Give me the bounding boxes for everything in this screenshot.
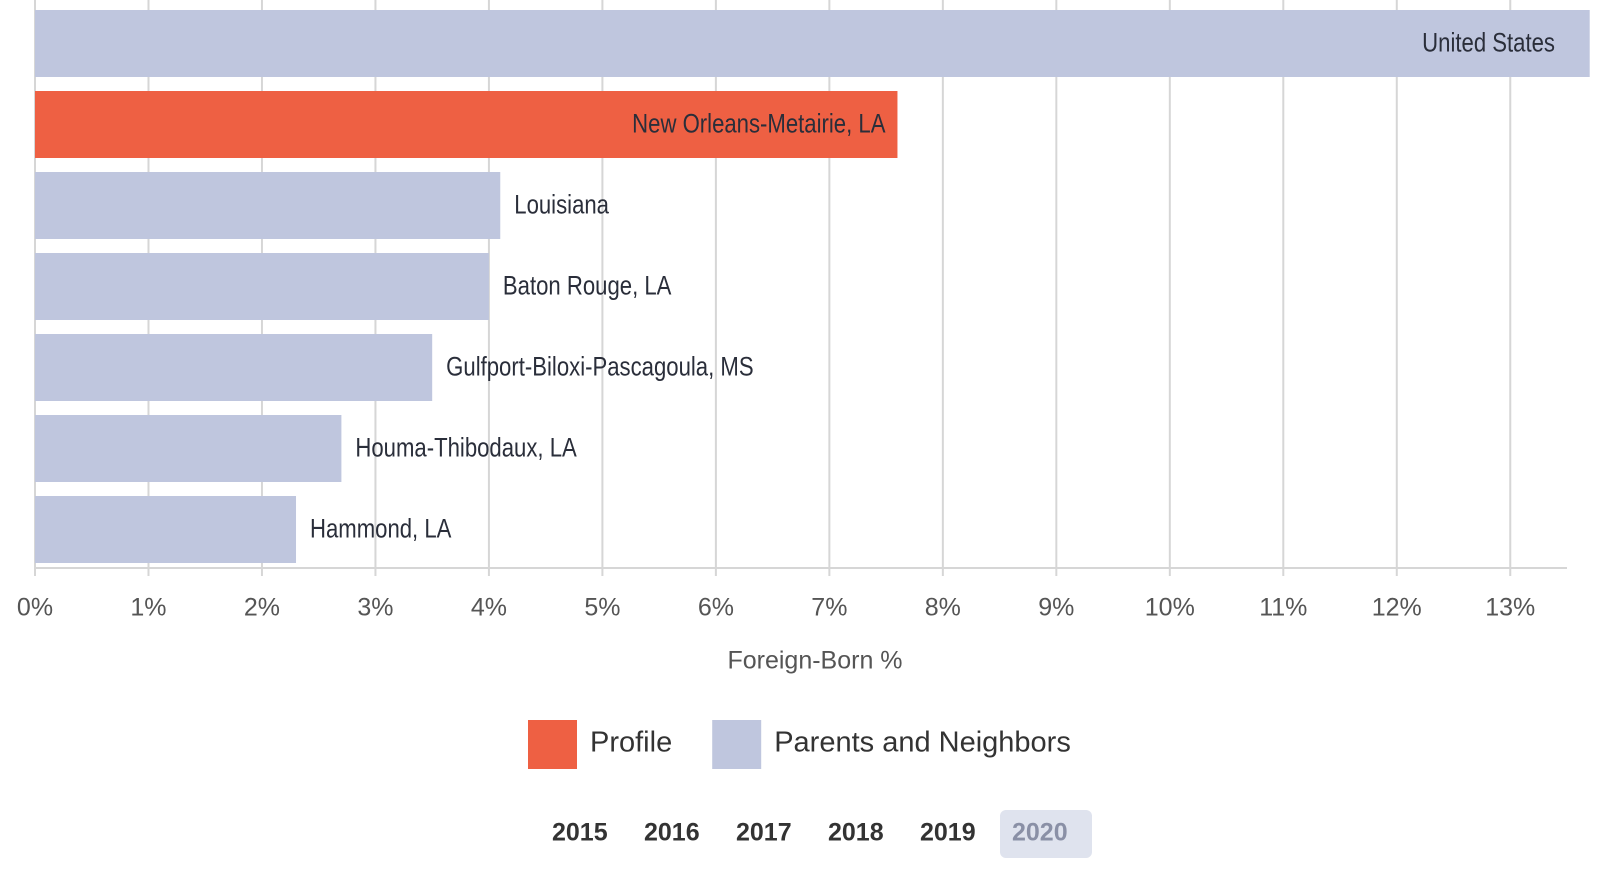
bar — [35, 91, 898, 158]
bar-label: Baton Rouge, LA — [503, 272, 672, 302]
x-tick-label: 0% — [17, 594, 53, 622]
legend-swatch — [712, 720, 762, 769]
x-tick-label: 5% — [584, 594, 620, 622]
bar — [35, 172, 501, 239]
legend-label: Parents and Neighbors — [774, 727, 1071, 759]
bar — [35, 415, 342, 482]
bar-label: Gulfport-Biloxi-Pascagoula, MS — [446, 353, 753, 383]
bar — [35, 10, 1590, 77]
year-button[interactable]: 2017 — [736, 819, 792, 847]
year-button[interactable]: 2015 — [552, 819, 608, 847]
x-tick-label: 1% — [130, 594, 166, 622]
year-button[interactable]: 2020 — [1000, 810, 1092, 858]
x-tick-label: 9% — [1038, 594, 1074, 622]
bar-label: Hammond, LA — [310, 515, 452, 545]
legend-swatch — [528, 720, 577, 769]
x-tick-label: 6% — [698, 594, 734, 622]
x-tick-label: 7% — [811, 594, 847, 622]
year-button[interactable]: 2018 — [828, 819, 884, 847]
bar — [35, 496, 297, 563]
year-label: 2019 — [920, 819, 976, 847]
bar-label: United States — [1422, 29, 1555, 59]
x-tick-label: 12% — [1372, 594, 1422, 622]
legend-label: Profile — [590, 727, 672, 759]
x-tick-label: 8% — [925, 594, 961, 622]
year-label: 2020 — [1012, 819, 1068, 847]
bar-label: Houma-Thibodaux, LA — [355, 434, 577, 464]
bar-label: Louisiana — [514, 191, 609, 221]
year-button[interactable]: 2016 — [644, 819, 700, 847]
bar — [35, 334, 433, 401]
year-selected-bg — [1000, 810, 1092, 858]
x-tick-label: 10% — [1145, 594, 1195, 622]
x-tick-label: 3% — [357, 594, 393, 622]
x-tick-label: 13% — [1485, 594, 1535, 622]
year-button[interactable]: 2019 — [920, 819, 976, 847]
year-label: 2017 — [736, 819, 792, 847]
bar — [35, 253, 489, 320]
year-label: 2016 — [644, 819, 700, 847]
year-label: 2015 — [552, 819, 608, 847]
bar-label: New Orleans-Metairie, LA — [632, 110, 886, 140]
x-tick-label: 11% — [1259, 594, 1307, 622]
x-axis-title: Foreign-Born % — [727, 647, 902, 675]
x-tick-label: 4% — [471, 594, 507, 622]
x-tick-label: 2% — [244, 594, 280, 622]
year-label: 2018 — [828, 819, 884, 847]
